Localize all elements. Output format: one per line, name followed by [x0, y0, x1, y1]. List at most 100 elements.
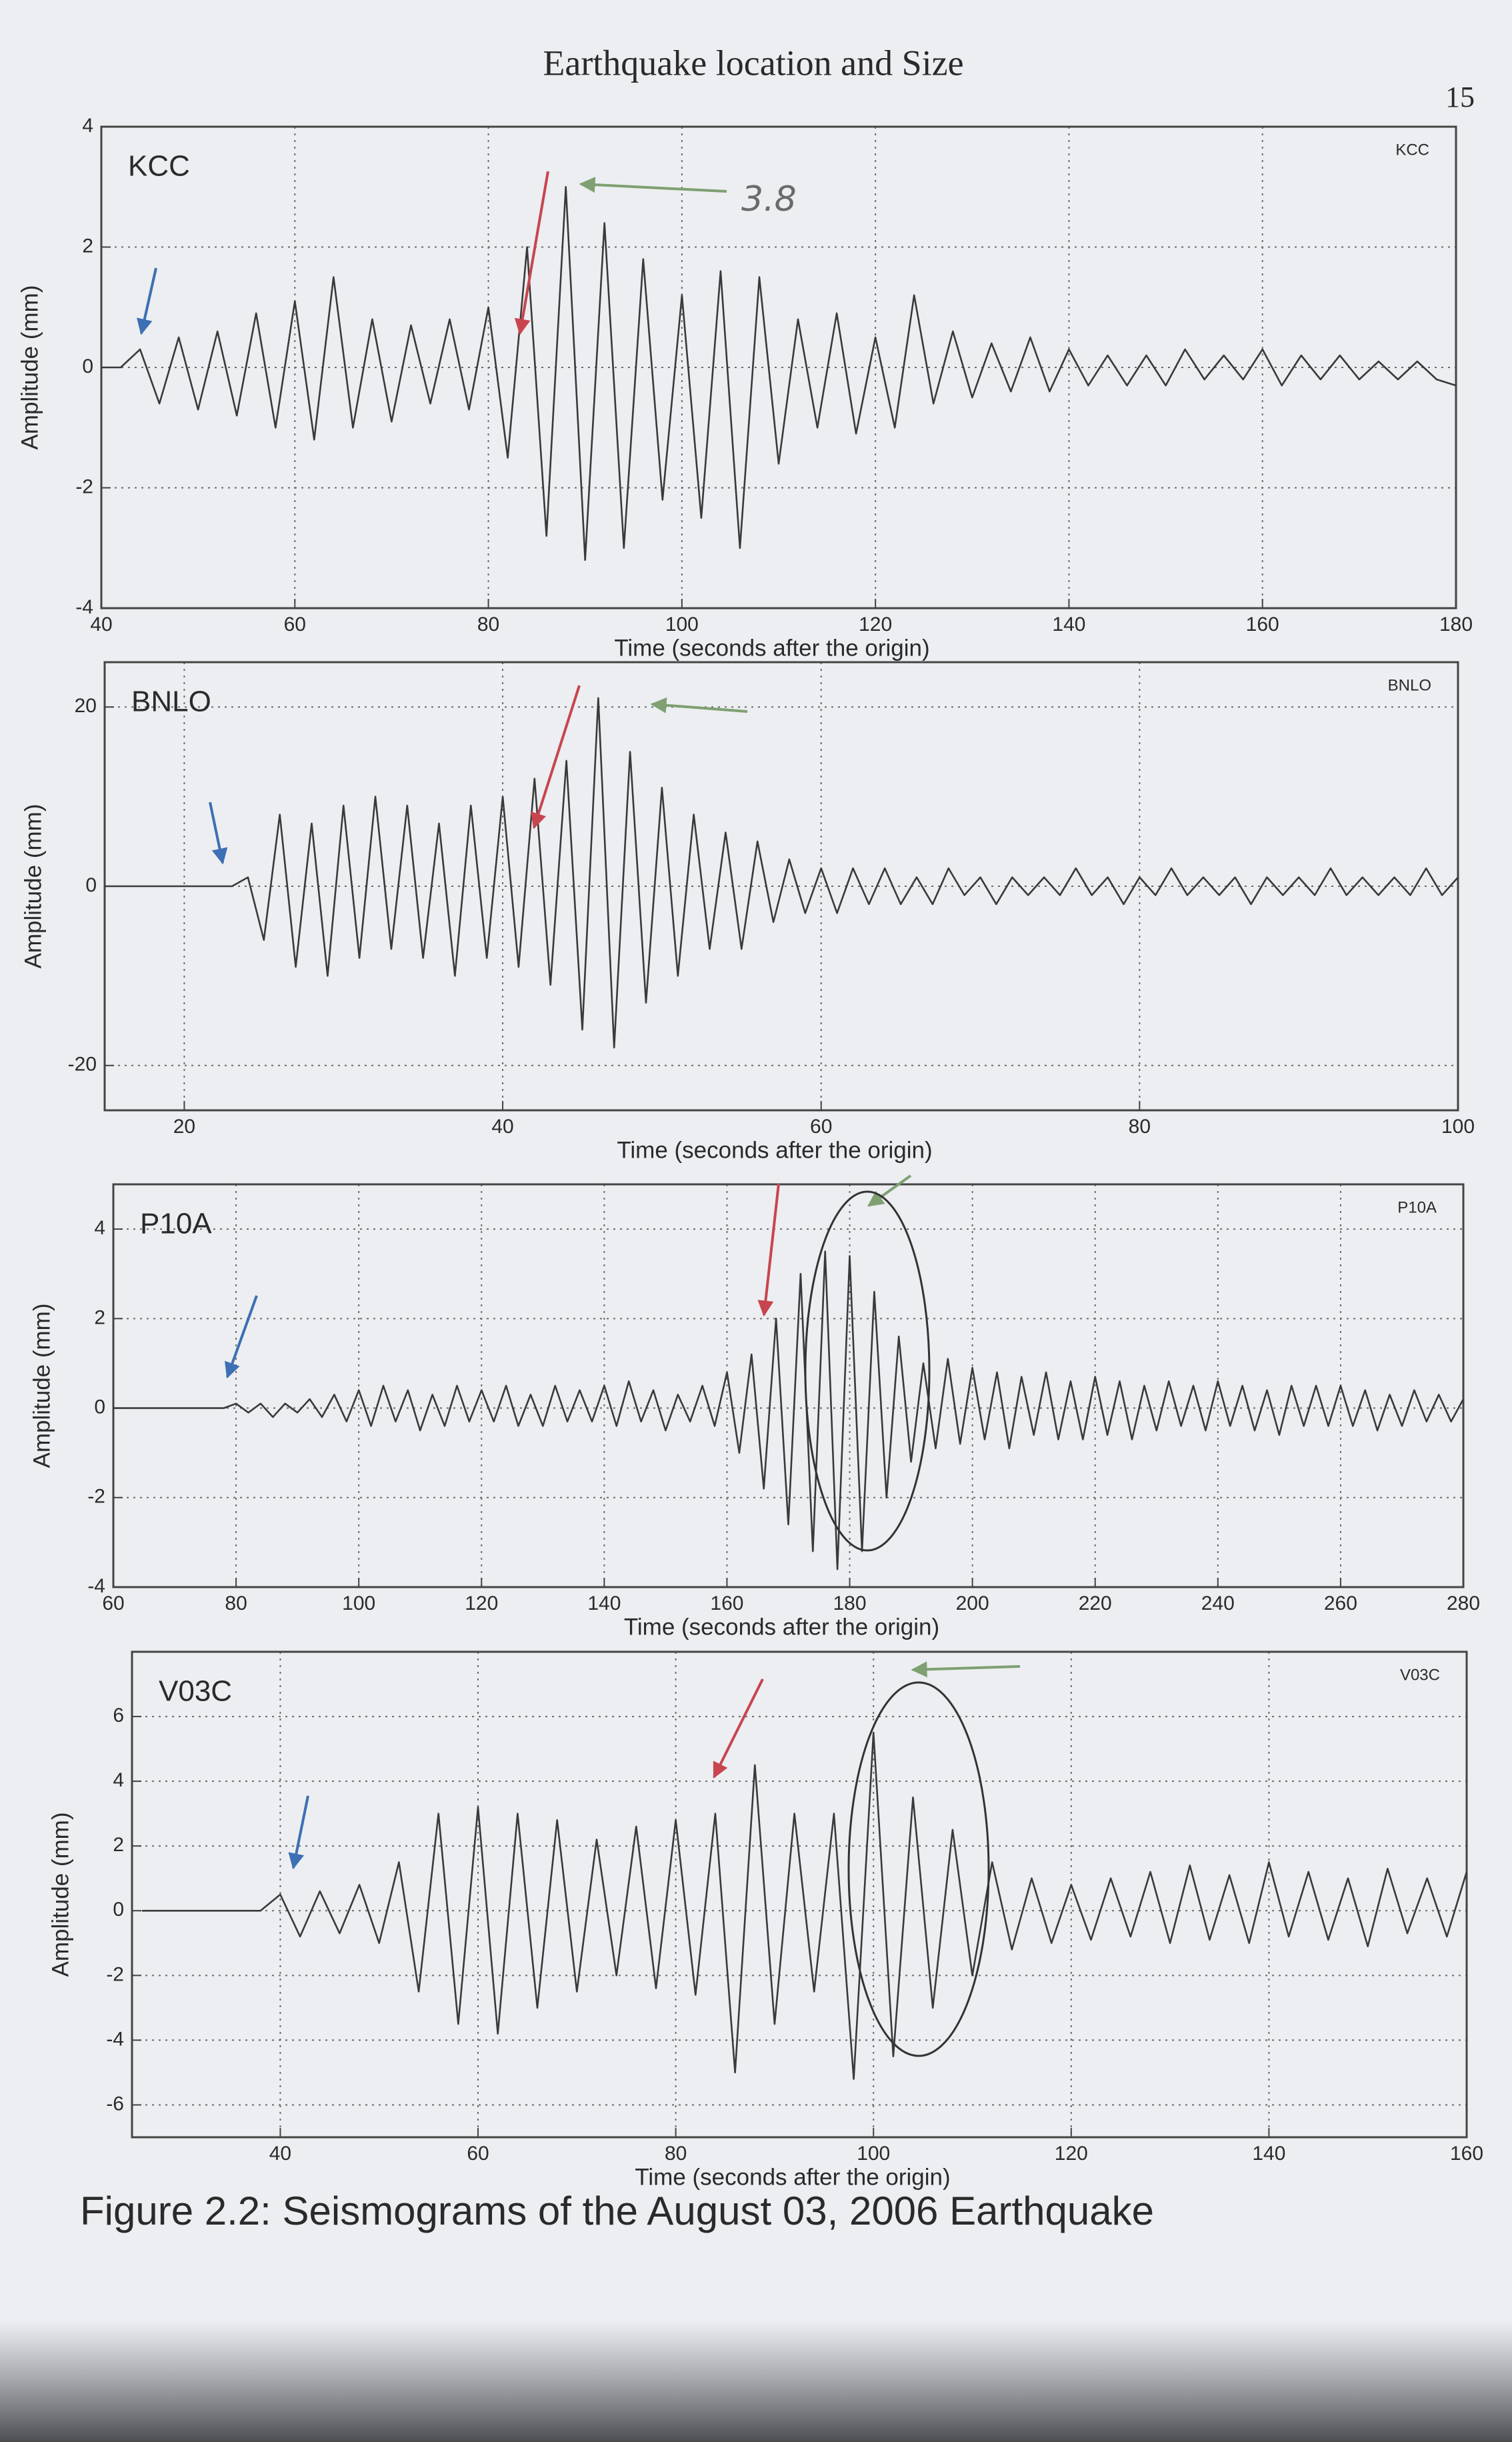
arrow: [225, 1295, 258, 1379]
x-axis-label: Time (seconds after the origin): [614, 635, 929, 661]
arrow: [650, 697, 748, 714]
x-tick-label: 140: [1052, 614, 1085, 636]
x-tick-label: 20: [173, 1116, 195, 1138]
handwritten-annotation: 3.8: [741, 179, 797, 219]
station-corner-label: V03C: [1400, 1666, 1440, 1684]
x-tick-label: 80: [665, 2143, 687, 2165]
x-tick-label: 40: [90, 614, 112, 636]
y-tick-label: -2: [75, 475, 93, 497]
x-tick-label: 160: [710, 1592, 743, 1614]
arrow: [209, 802, 228, 865]
x-tick-label: 280: [1447, 1592, 1480, 1614]
waveform: [113, 1250, 1465, 1570]
x-tick-label: 200: [956, 1592, 989, 1614]
page-number: 15: [1445, 81, 1475, 113]
x-tick-label: 60: [284, 614, 306, 636]
plot-frame: [112, 1183, 1465, 1588]
y-tick-label: 0: [113, 1899, 124, 1921]
y-tick-label: -20: [68, 1054, 97, 1076]
station-corner-label: BNLO: [1388, 676, 1431, 694]
x-tick-label: 120: [1055, 2143, 1088, 2165]
station-label: P10A: [140, 1208, 212, 1240]
x-tick-label: 140: [587, 1592, 621, 1614]
station-corner-label: P10A: [1397, 1198, 1437, 1216]
x-tick-label: 120: [465, 1592, 498, 1614]
y-axis-label: Amplitude (mm): [29, 1304, 55, 1468]
y-tick-label: 4: [94, 1217, 105, 1239]
station-label: KCC: [128, 150, 190, 183]
y-tick-label: 6: [113, 1704, 124, 1726]
x-tick-label: 40: [491, 1116, 513, 1138]
x-tick-label: 140: [1252, 2143, 1285, 2165]
x-axis-label: Time (seconds after the origin): [617, 1137, 932, 1163]
x-tick-label: 120: [859, 614, 892, 636]
y-tick-label: -4: [106, 2028, 124, 2050]
y-tick-label: 0: [94, 1396, 105, 1418]
page-header: Earthquake location and Size: [543, 43, 963, 83]
waveform: [101, 186, 1457, 561]
x-axis-label: Time (seconds after the origin): [635, 2164, 950, 2190]
shadow: [0, 2321, 1512, 2442]
arrow: [531, 685, 581, 830]
y-axis-label: Amplitude (mm): [17, 285, 43, 450]
arrow: [514, 171, 549, 335]
y-tick-label: 2: [113, 1834, 124, 1856]
y-tick-label: -2: [87, 1486, 105, 1508]
seismogram: 60 80 100 120 140 160 180 200 220 240 260 280 -4 -2 0 2…: [29, 1183, 1480, 1640]
arrow: [137, 267, 157, 335]
ellipse: [804, 1190, 931, 1552]
waveform: [141, 1732, 1468, 2080]
x-tick-label: 60: [102, 1592, 124, 1614]
y-tick-label: -4: [75, 596, 93, 618]
waveform: [105, 697, 1459, 1049]
y-axis-label: Amplitude (mm): [20, 804, 46, 969]
x-tick-label: 220: [1079, 1592, 1112, 1614]
y-tick-label: 0: [82, 355, 93, 377]
x-tick-label: 80: [477, 614, 499, 636]
station-label: BNLO: [131, 686, 211, 718]
x-tick-label: 240: [1201, 1592, 1235, 1614]
seismogram: 40 60 80 100 120 140 160 -6 -4 -2 0 2 4 6 V03C V03C Time…: [47, 1650, 1483, 2190]
y-tick-label: 20: [75, 695, 97, 717]
x-tick-label: 100: [857, 2143, 890, 2165]
seismogram: 40 60 80 100 120 140 160 180 -4 -2 0 2 4 KCC KCC Time (…: [17, 115, 1473, 661]
x-tick-label: 160: [1246, 614, 1279, 636]
y-axis-label: Amplitude (mm): [47, 1812, 73, 1977]
y-tick-label: 4: [82, 115, 93, 137]
arrow: [757, 1183, 780, 1317]
x-tick-label: 80: [225, 1592, 247, 1614]
ellipse: [847, 1681, 990, 2057]
seismogram: 20 40 60 80 100 -20 0 20 BNLO BNLO Time (seconds a…: [20, 661, 1475, 1163]
annotations: [137, 171, 1021, 2057]
arrow: [288, 1795, 309, 1870]
y-tick-label: 2: [82, 235, 93, 257]
arrow: [911, 1661, 1021, 1678]
figure-caption: Figure 2.2: Seismograms of the August 03…: [80, 2189, 1154, 2233]
x-tick-label: 100: [342, 1592, 375, 1614]
x-tick-label: 80: [1129, 1116, 1151, 1138]
y-tick-label: 2: [94, 1306, 105, 1328]
y-tick-label: -6: [106, 2093, 124, 2115]
x-tick-label: 180: [833, 1592, 867, 1614]
x-tick-label: 180: [1439, 614, 1473, 636]
x-tick-label: 60: [810, 1116, 832, 1138]
station-corner-label: KCC: [1395, 141, 1429, 159]
arrow: [579, 177, 727, 193]
y-tick-label: -2: [106, 1963, 124, 1985]
x-tick-label: 100: [1441, 1116, 1475, 1138]
x-tick-label: 60: [467, 2143, 489, 2165]
arrow: [713, 1678, 764, 1779]
y-tick-label: 4: [113, 1769, 124, 1791]
x-axis-label: Time (seconds after the origin): [624, 1614, 939, 1640]
x-tick-label: 160: [1450, 2143, 1483, 2165]
arrow: [867, 1174, 912, 1207]
plot-frame: [131, 1650, 1468, 2139]
y-tick-label: -4: [87, 1575, 105, 1597]
station-label: V03C: [159, 1675, 232, 1708]
y-tick-label: 0: [85, 874, 97, 896]
x-tick-label: 100: [665, 614, 699, 636]
